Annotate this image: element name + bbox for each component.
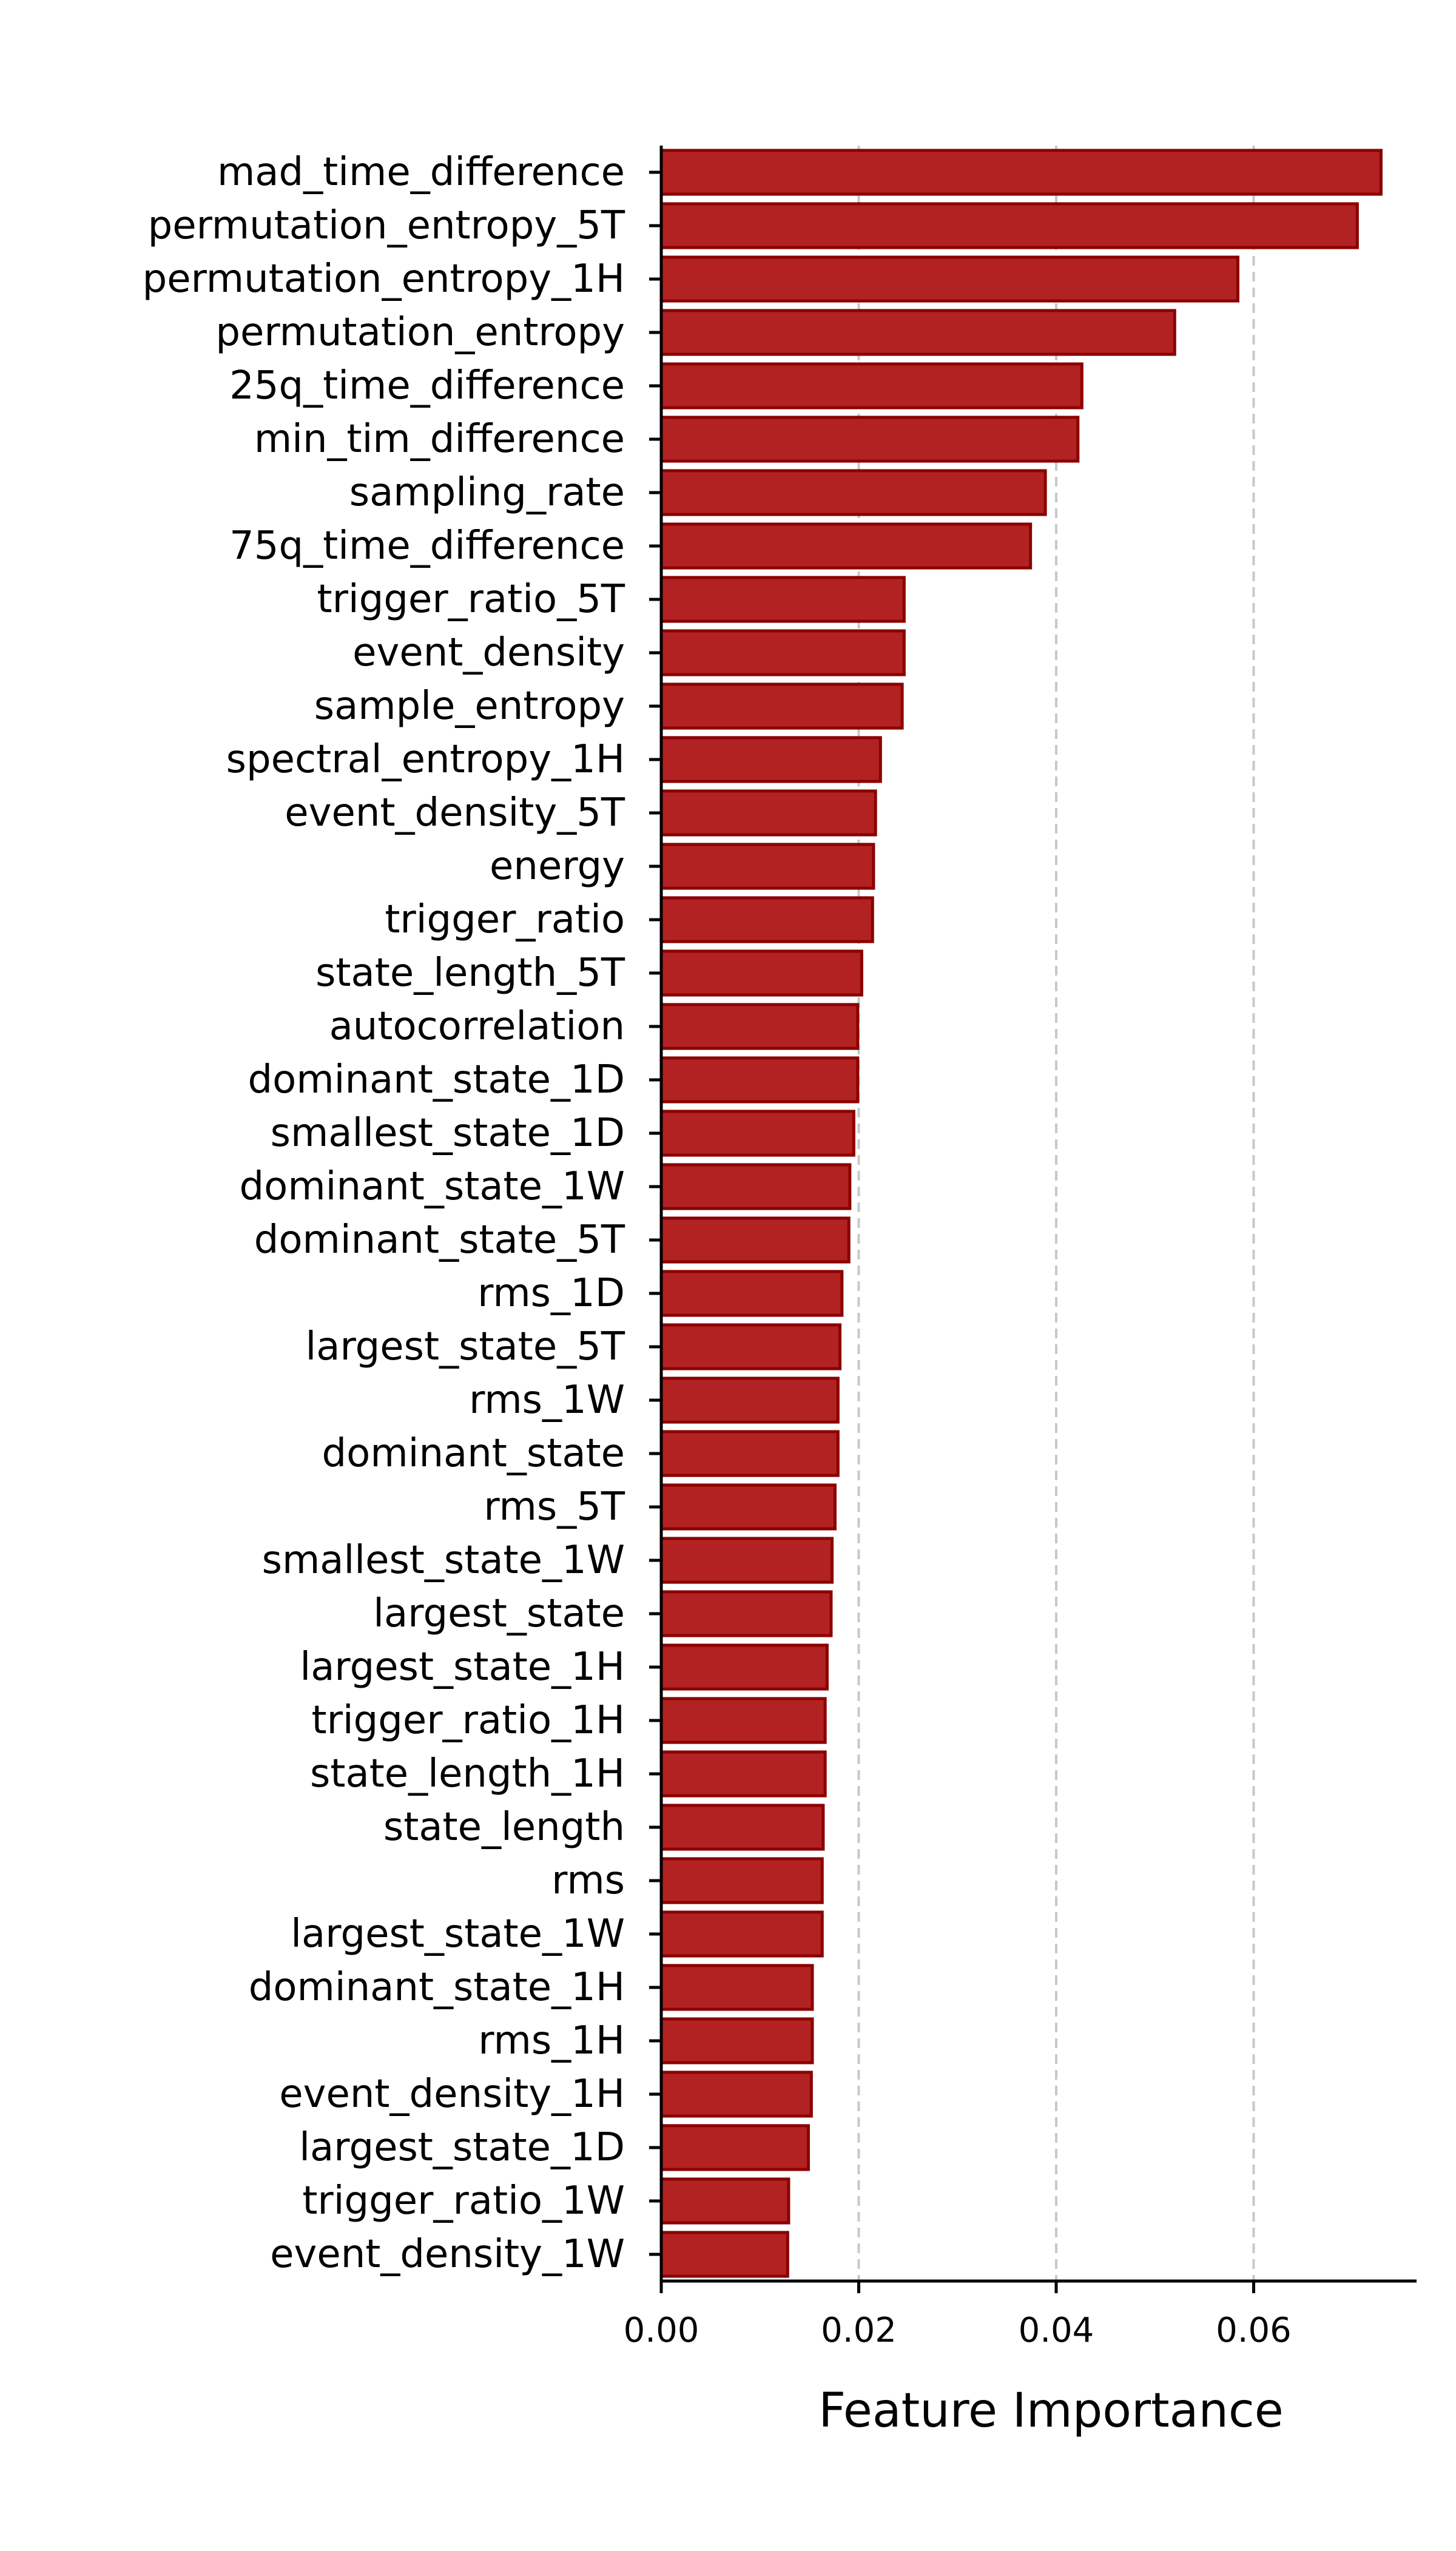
y-tick-label: smallest_state_1W	[262, 1538, 625, 1583]
y-tick-label: dominant_state	[322, 1431, 625, 1476]
y-tick-label: permutation_entropy_1H	[143, 257, 625, 302]
bar	[659, 1964, 814, 2011]
y-tick-label: permutation_entropy	[215, 310, 625, 355]
y-tick-label: largest_state_1W	[291, 1912, 625, 1956]
x-tick-label: 0.00	[624, 2311, 699, 2350]
y-tick-label: rms_1D	[477, 1271, 625, 1316]
y-tick-label: state_length_5T	[315, 951, 625, 996]
bar	[659, 1483, 837, 1531]
bar	[659, 1163, 852, 1210]
bar	[659, 1697, 827, 1744]
bar	[659, 1910, 824, 1958]
bar	[659, 1750, 827, 1798]
y-tick-label: 25q_time_difference	[229, 363, 625, 408]
bar	[659, 949, 863, 997]
bar	[659, 1270, 844, 1317]
y-tick-label: largest_state_1H	[300, 1645, 625, 1690]
y-tick-label: rms	[551, 1858, 625, 1903]
y-tick-label: trigger_ratio_1H	[311, 1698, 625, 1743]
bar	[659, 416, 1080, 463]
y-tick-label: sampling_rate	[349, 470, 625, 515]
y-tick-label: smallest_state_1D	[271, 1111, 625, 1156]
y-tick-label: autocorrelation	[329, 1004, 625, 1049]
bar	[659, 1110, 855, 1157]
y-tick-label: dominant_state_5T	[254, 1218, 625, 1262]
y-tick-labels: mad_time_difference permutation_entropy_5…	[143, 150, 661, 2277]
bar	[659, 736, 882, 783]
y-tick-label: event_density_1W	[270, 2232, 625, 2277]
bar	[659, 1216, 851, 1264]
bar	[659, 1643, 829, 1691]
bar	[659, 682, 904, 730]
y-tick-label: rms_1W	[469, 1378, 625, 1423]
y-tick-label: largest_state_1D	[299, 2125, 625, 2170]
y-tick-label: sample_entropy	[314, 684, 625, 729]
y-tick-label: state_length_1H	[310, 1751, 625, 1796]
y-tick-label: largest_state	[373, 1591, 625, 1636]
y-tick-label: trigger_ratio_5T	[317, 577, 625, 622]
y-tick-label: rms_5T	[484, 1484, 625, 1529]
bar	[659, 2017, 814, 2064]
x-tick-label: 0.04	[1019, 2311, 1094, 2350]
y-tick-label: dominant_state_1H	[249, 1965, 625, 2010]
bar	[659, 1590, 833, 1637]
bar	[659, 1003, 860, 1050]
bar	[659, 896, 874, 943]
bar	[659, 629, 906, 676]
bar	[659, 255, 1239, 303]
y-tick-label: event_density	[352, 630, 625, 675]
bar	[659, 202, 1359, 249]
bar	[659, 1323, 842, 1370]
bar	[659, 1430, 840, 1477]
y-tick-label: permutation_entropy_5T	[148, 203, 625, 248]
bar	[659, 1056, 860, 1104]
y-tick-label: min_tim_difference	[254, 417, 625, 462]
x-tick-label: 0.02	[821, 2311, 897, 2350]
bar	[659, 576, 906, 623]
bar	[659, 1857, 824, 1904]
x-tick-label: 0.06	[1216, 2311, 1292, 2350]
y-tick-label: 75q_time_difference	[229, 524, 625, 568]
bar	[659, 1377, 840, 1424]
y-tick-label: state_length	[383, 1805, 625, 1850]
bars-layer	[659, 149, 1383, 2278]
y-tick-label: trigger_ratio_1W	[302, 2179, 625, 2223]
y-tick-label: mad_time_difference	[217, 150, 625, 195]
x-axis-title: Feature Importance	[818, 2384, 1284, 2438]
bar	[659, 469, 1047, 516]
bar	[659, 2177, 790, 2225]
bar	[659, 362, 1084, 409]
y-tick-label: event_density_5T	[285, 790, 625, 835]
x-tick-labels: 0.00 0.02 0.04 0.06	[624, 2281, 1292, 2350]
bar	[659, 789, 877, 837]
axes-layer	[659, 146, 1417, 2283]
grid-layer	[857, 146, 1255, 2281]
y-tick-label: rms_1H	[478, 2018, 625, 2063]
bar	[659, 1537, 834, 1584]
y-tick-label: largest_state_5T	[305, 1324, 625, 1369]
bar	[659, 2124, 810, 2171]
bar	[659, 2231, 789, 2278]
bar	[659, 2071, 813, 2118]
y-tick-label: dominant_state_1W	[240, 1164, 625, 1209]
y-tick-label: energy	[490, 844, 625, 889]
bar	[659, 522, 1033, 570]
y-tick-label: trigger_ratio	[385, 897, 625, 942]
bar	[659, 309, 1176, 356]
bar	[659, 149, 1383, 196]
bar	[659, 843, 875, 890]
y-tick-label: spectral_entropy_1H	[226, 737, 625, 782]
y-tick-label: dominant_state_1D	[248, 1057, 625, 1102]
bar	[659, 1804, 825, 1851]
y-tick-label: event_density_1H	[279, 2072, 625, 2117]
